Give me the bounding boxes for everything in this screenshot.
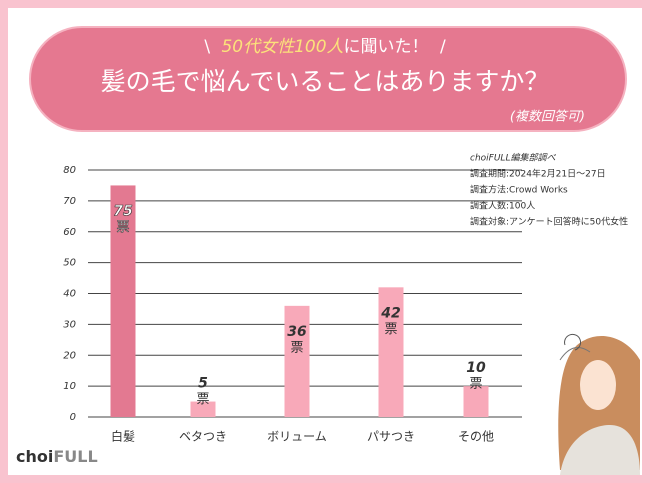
- subtitle: (複数回答可): [510, 110, 585, 125]
- y-tick-label: 60: [63, 227, 76, 238]
- illustration: [558, 333, 640, 475]
- brand-1: choi: [16, 447, 53, 466]
- value-label: 5: [198, 376, 208, 392]
- y-tick-label: 0: [70, 412, 76, 423]
- y-tick-label: 30: [63, 319, 76, 330]
- lead-rest: に聞いた！: [344, 37, 429, 57]
- x-tick-label: 白髪: [111, 429, 135, 444]
- y-tick-label: 70: [63, 196, 76, 207]
- bar: [110, 185, 136, 417]
- note: 調査対象:アンケート回答時に50代女性: [470, 216, 628, 228]
- x-tick-label: ボリューム: [267, 430, 327, 444]
- y-tick-label: 80: [63, 165, 76, 176]
- chart-title: 髪の毛で悩んでいることはありますか？: [101, 67, 550, 96]
- value-unit: 票: [116, 220, 129, 235]
- title-banner: [29, 26, 627, 132]
- brand: choiFULL: [16, 447, 98, 466]
- lead-highlight: 50代女性100人: [221, 37, 343, 57]
- y-tick-label: 20: [63, 350, 76, 361]
- y-tick-label: 40: [63, 289, 76, 300]
- bar: [378, 287, 404, 417]
- note: 調査人数:100人: [470, 200, 535, 212]
- value-unit: 票: [196, 392, 209, 407]
- value-label: 10: [466, 360, 486, 376]
- lead-close: /: [440, 37, 446, 57]
- y-tick-label: 10: [63, 381, 76, 392]
- brand-2: FULL: [53, 447, 97, 466]
- bar: [284, 305, 310, 417]
- y-tick-label: 50: [63, 258, 76, 269]
- bar: [463, 386, 489, 417]
- note: 調査方法:Crowd Works: [470, 184, 568, 196]
- value-label: 36: [287, 324, 307, 340]
- value-unit: 票: [384, 322, 397, 337]
- lead-open: \: [204, 37, 210, 57]
- value-label: 42: [380, 305, 400, 321]
- value-label: 75: [113, 203, 133, 219]
- x-tick-label: パサつき: [367, 430, 415, 444]
- note: choiFULL編集部調べ: [470, 153, 556, 164]
- x-tick-label: ベタつき: [179, 430, 227, 444]
- value-unit: 票: [469, 377, 482, 392]
- x-tick-label: その他: [458, 430, 494, 444]
- value-unit: 票: [290, 340, 303, 355]
- lead: \ 50代女性100人に聞いた！ /: [204, 37, 446, 57]
- bar: [190, 401, 216, 417]
- note: 調査期間:2024年2月21日〜27日: [470, 168, 606, 180]
